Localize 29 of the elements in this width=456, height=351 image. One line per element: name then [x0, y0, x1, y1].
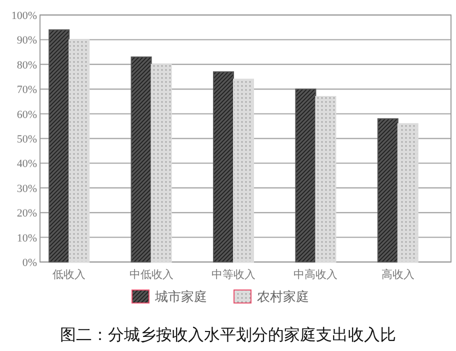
x-tick-label: 低收入 — [52, 268, 86, 281]
legend-label: 农村家庭 — [257, 289, 309, 304]
y-tick-label: 90% — [16, 34, 37, 47]
x-tick-label: 中等收入 — [212, 268, 256, 281]
bar — [68, 39, 90, 262]
y-tick-label: 10% — [16, 232, 37, 244]
bar — [213, 71, 234, 262]
bar — [48, 29, 70, 262]
x-tick-label: 中高收入 — [294, 268, 338, 281]
y-tick-label: 40% — [16, 158, 37, 170]
bar — [233, 78, 254, 262]
x-tick-label: 高收入 — [381, 268, 414, 281]
bar — [295, 88, 316, 262]
bar — [397, 123, 418, 262]
y-tick-label: 20% — [16, 208, 37, 220]
x-tick-label: 中低收入 — [129, 268, 174, 281]
legend-label: 城市家庭 — [154, 289, 207, 304]
y-tick-label: 50% — [16, 134, 37, 146]
y-tick-label: 30% — [16, 182, 37, 195]
y-tick-label: 60% — [16, 108, 37, 121]
y-tick-label: 70% — [16, 84, 37, 96]
y-tick-label: 0% — [22, 257, 37, 269]
bar — [377, 118, 398, 262]
text: 图二：分城乡按收入水平划分的家庭支出收入比 — [60, 326, 396, 344]
y-tick-label: 100% — [11, 10, 37, 22]
y-tick-label: 80% — [16, 59, 37, 72]
bar — [130, 56, 152, 262]
bar — [315, 96, 336, 262]
bar — [150, 64, 172, 262]
